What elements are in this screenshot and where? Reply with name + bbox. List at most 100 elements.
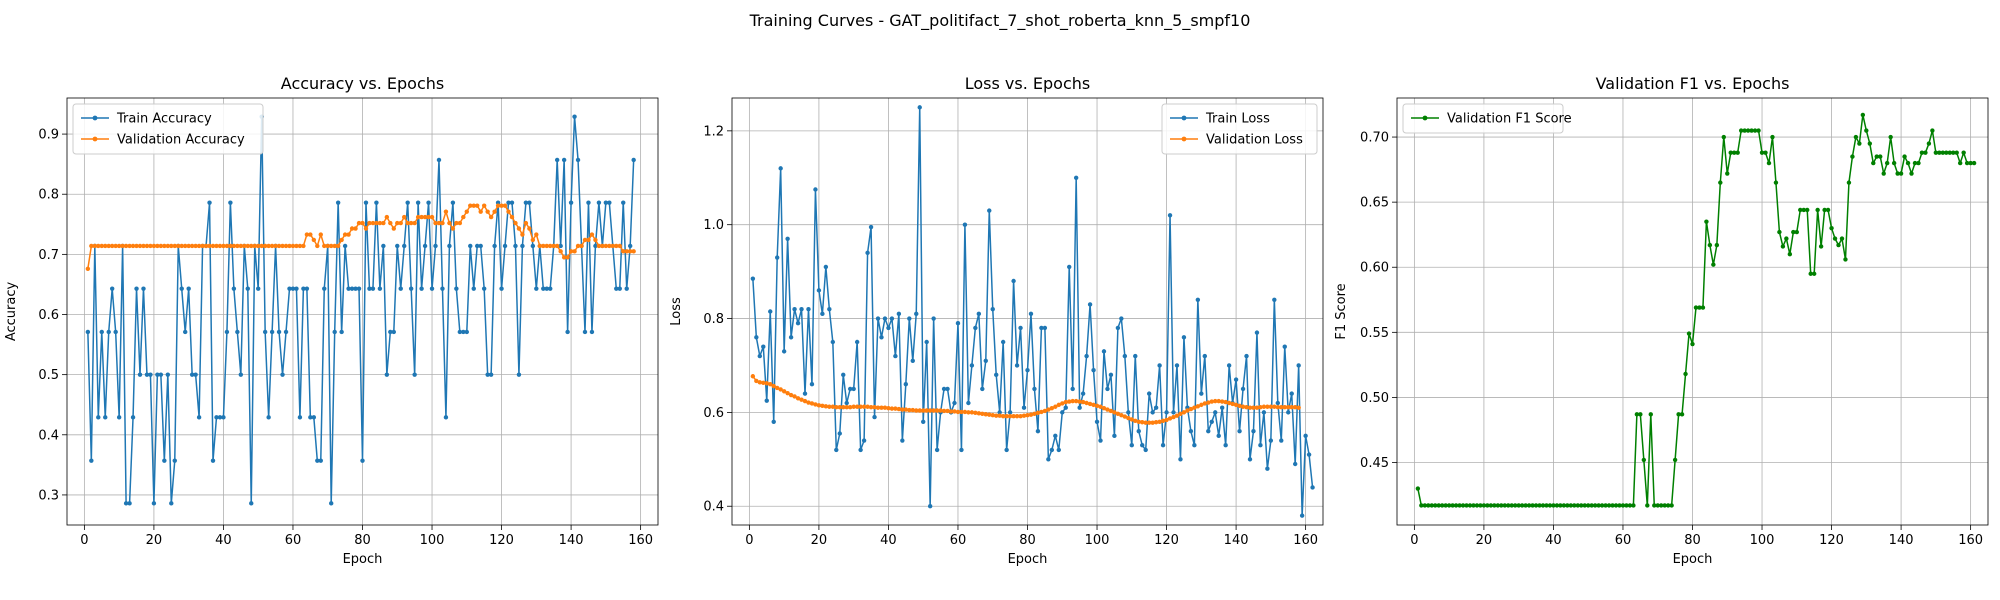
f1-data-point — [1780, 244, 1786, 249]
f1-data-point — [1752, 128, 1758, 133]
loss-data-point — [1265, 404, 1270, 409]
accuracy-data-point — [280, 243, 285, 249]
loss-data-point — [966, 400, 971, 406]
loss-data-point — [882, 405, 888, 410]
loss-data-point — [1053, 404, 1058, 409]
accuracy-data-point — [499, 203, 504, 208]
f1-data-point — [1933, 150, 1939, 155]
loss-data-point — [1265, 466, 1270, 471]
loss-data-point — [848, 386, 853, 392]
accuracy-data-point — [537, 243, 542, 249]
loss-data-point — [1053, 433, 1058, 439]
loss-data-point — [809, 401, 815, 406]
f1-data-point — [1634, 412, 1640, 417]
f1-data-point — [1947, 150, 1952, 155]
accuracy-data-point — [471, 203, 476, 208]
accuracy-data-point — [568, 249, 574, 254]
loss-data-point — [1035, 428, 1041, 434]
loss-data-point — [837, 405, 842, 410]
loss-data-point — [1164, 417, 1169, 423]
accuracy-data-point — [151, 243, 157, 249]
accuracy-y-tick-label: 0.8 — [38, 188, 59, 203]
loss-y-tick-label: 1.0 — [703, 218, 724, 233]
accuracy-data-point — [256, 286, 261, 291]
loss-data-point — [882, 316, 888, 321]
accuracy-data-point — [356, 220, 362, 226]
accuracy-data-point — [384, 372, 390, 377]
accuracy-data-point — [290, 243, 296, 249]
loss-data-point — [1140, 420, 1145, 425]
loss-data-point — [927, 408, 933, 413]
loss-data-point — [771, 383, 776, 389]
accuracy-data-point — [398, 286, 403, 291]
accuracy-data-point — [144, 243, 150, 249]
accuracy-data-point — [294, 286, 299, 291]
loss-data-point — [952, 400, 957, 406]
loss-data-point — [768, 382, 773, 387]
accuracy-data-point — [210, 243, 216, 249]
accuracy-data-point — [561, 157, 567, 163]
loss-data-point — [865, 250, 870, 256]
loss-data-point — [868, 405, 874, 410]
accuracy-data-point — [96, 415, 101, 420]
accuracy-data-point — [405, 220, 410, 226]
accuracy-data-point — [402, 243, 407, 249]
accuracy-data-point — [624, 286, 629, 291]
loss-data-point — [1136, 419, 1141, 424]
accuracy-data-point — [558, 243, 563, 249]
accuracy-data-point — [273, 243, 278, 249]
loss-data-point — [1178, 457, 1183, 462]
accuracy-data-point — [433, 243, 438, 249]
accuracy-data-point — [388, 329, 393, 335]
f1-data-point — [1655, 503, 1660, 508]
accuracy-data-point — [193, 243, 198, 249]
loss-data-point — [757, 353, 763, 359]
f1-chart-title: Validation F1 vs. Epochs — [1596, 74, 1790, 93]
loss-data-point — [1226, 400, 1232, 406]
f1-data-point — [1843, 257, 1848, 262]
loss-data-point — [962, 409, 968, 415]
f1-data-point — [1766, 160, 1772, 166]
f1-legend: Validation F1 Score — [1402, 103, 1572, 134]
accuracy-x-tick-label: 60 — [285, 533, 302, 548]
accuracy-data-point — [520, 232, 525, 237]
accuracy-data-point — [196, 243, 202, 249]
loss-data-point — [1206, 428, 1211, 434]
f1-data-point — [1415, 486, 1421, 491]
loss-data-point — [1199, 402, 1204, 408]
loss-data-point — [987, 208, 992, 213]
accuracy-data-point — [443, 415, 449, 420]
loss-data-point — [1080, 391, 1086, 396]
accuracy-data-point — [631, 157, 636, 163]
f1-data-point — [1940, 150, 1946, 155]
loss-data-point — [1289, 391, 1294, 396]
accuracy-data-point — [196, 415, 202, 420]
accuracy-data-point — [391, 329, 396, 335]
f1-data-point — [1773, 180, 1779, 185]
loss-data-point — [1025, 413, 1030, 418]
loss-data-point — [1143, 447, 1148, 453]
loss-data-point — [1073, 175, 1079, 180]
loss-data-point — [792, 394, 797, 399]
loss-data-point — [969, 363, 975, 368]
loss-data-point — [959, 409, 964, 415]
loss-legend-label: Train Loss — [1205, 112, 1270, 127]
f1-data-point — [1672, 457, 1678, 463]
accuracy-data-point — [144, 372, 150, 377]
f1-data-point — [1728, 150, 1733, 155]
f1-data-point — [1721, 134, 1726, 140]
accuracy-data-point — [395, 243, 400, 249]
loss-data-point — [1025, 367, 1030, 373]
f1-data-point — [1589, 503, 1594, 508]
figure-title: Training Curves - GAT_politifact_7_shot_… — [749, 11, 1251, 31]
accuracy-data-point — [349, 286, 355, 291]
accuracy-data-point — [561, 255, 567, 260]
accuracy-data-point — [429, 286, 435, 291]
accuracy-data-point — [610, 243, 616, 249]
accuracy-data-point — [162, 243, 167, 249]
loss-data-point — [1070, 386, 1075, 392]
f1-data-point — [1568, 503, 1574, 508]
loss-data-point — [1042, 408, 1048, 414]
loss-data-point — [851, 386, 856, 392]
loss-data-point — [1112, 433, 1117, 439]
